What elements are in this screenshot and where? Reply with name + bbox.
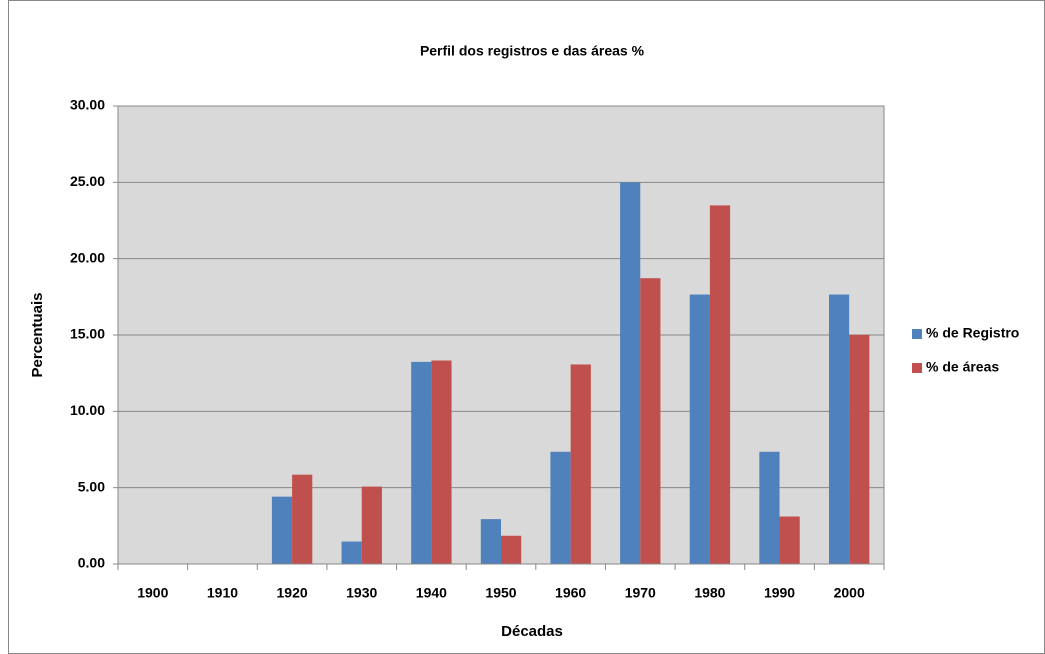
bar bbox=[271, 496, 293, 564]
x-tick-label: 1990 bbox=[764, 585, 795, 601]
bar bbox=[849, 334, 870, 564]
y-tick-label: 10.00 bbox=[70, 402, 105, 418]
x-tick-label: 1900 bbox=[137, 585, 168, 601]
bar bbox=[779, 516, 800, 564]
y-tick-label: 0.00 bbox=[78, 555, 105, 571]
bar bbox=[501, 535, 522, 564]
x-tick-label: 1910 bbox=[207, 585, 238, 601]
bar bbox=[480, 519, 501, 564]
bar bbox=[828, 294, 850, 564]
bar bbox=[709, 205, 731, 565]
x-tick-label: 2000 bbox=[834, 585, 865, 601]
x-axis-title: Décadas bbox=[501, 623, 563, 640]
chart-title: Perfil dos registros e das áreas % bbox=[420, 43, 645, 59]
x-tick-label: 1940 bbox=[416, 585, 447, 601]
bar bbox=[689, 294, 710, 564]
x-tick-label: 1960 bbox=[555, 585, 586, 601]
bar bbox=[411, 361, 432, 564]
legend-swatch bbox=[912, 363, 922, 373]
bar bbox=[341, 541, 362, 564]
y-tick-label: 15.00 bbox=[70, 326, 105, 342]
x-tick-label: 1930 bbox=[346, 585, 377, 601]
x-tick-label: 1950 bbox=[485, 585, 516, 601]
y-tick-label: 5.00 bbox=[78, 478, 105, 494]
bar bbox=[759, 451, 780, 564]
y-tick-label: 25.00 bbox=[70, 173, 105, 189]
bar bbox=[550, 451, 571, 564]
bar bbox=[620, 182, 641, 565]
bar bbox=[292, 474, 313, 564]
legend-label: % de Registro bbox=[926, 325, 1019, 341]
x-tick-label: 1970 bbox=[625, 585, 656, 601]
legend-swatch bbox=[912, 329, 922, 339]
y-tick-label: 20.00 bbox=[70, 249, 105, 265]
x-tick-label: 1920 bbox=[277, 585, 308, 601]
bar bbox=[570, 364, 591, 564]
y-tick-label: 30.00 bbox=[70, 97, 105, 113]
legend-label: % de áreas bbox=[926, 359, 999, 375]
bar bbox=[431, 360, 452, 564]
x-tick-label: 1980 bbox=[694, 585, 725, 601]
bar bbox=[640, 278, 661, 564]
y-axis-title: Percentuais bbox=[29, 292, 46, 377]
bar bbox=[361, 486, 382, 564]
